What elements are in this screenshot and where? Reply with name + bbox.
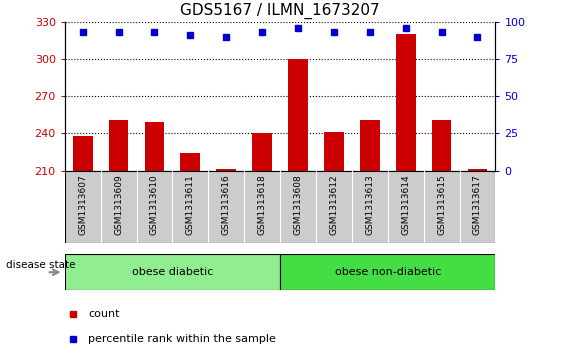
Bar — [324, 132, 344, 171]
Bar — [252, 133, 272, 171]
Text: obese diabetic: obese diabetic — [132, 267, 213, 277]
Bar — [216, 170, 236, 171]
Bar — [360, 120, 379, 171]
Text: GSM1313616: GSM1313616 — [222, 174, 231, 235]
Bar — [73, 136, 92, 171]
Bar — [145, 122, 164, 171]
Bar — [288, 59, 308, 171]
Text: obese non-diabetic: obese non-diabetic — [334, 267, 441, 277]
Text: GSM1313613: GSM1313613 — [365, 174, 374, 235]
Bar — [65, 254, 280, 290]
Text: GSM1313608: GSM1313608 — [293, 174, 302, 235]
Text: GSM1313612: GSM1313612 — [329, 174, 338, 235]
Title: GDS5167 / ILMN_1673207: GDS5167 / ILMN_1673207 — [180, 3, 380, 19]
Text: GSM1313611: GSM1313611 — [186, 174, 195, 235]
Text: GSM1313609: GSM1313609 — [114, 174, 123, 235]
Bar — [432, 120, 452, 171]
Bar — [181, 153, 200, 171]
Text: GSM1313617: GSM1313617 — [473, 174, 482, 235]
Text: GSM1313618: GSM1313618 — [258, 174, 267, 235]
Text: GSM1313615: GSM1313615 — [437, 174, 446, 235]
Bar — [280, 254, 495, 290]
Text: GSM1313607: GSM1313607 — [78, 174, 87, 235]
Text: GSM1313610: GSM1313610 — [150, 174, 159, 235]
Bar — [109, 120, 128, 171]
Text: percentile rank within the sample: percentile rank within the sample — [88, 334, 276, 344]
Bar — [468, 170, 488, 171]
Text: count: count — [88, 309, 120, 319]
Text: disease state: disease state — [6, 260, 75, 270]
Text: GSM1313614: GSM1313614 — [401, 174, 410, 235]
Bar — [396, 34, 415, 171]
